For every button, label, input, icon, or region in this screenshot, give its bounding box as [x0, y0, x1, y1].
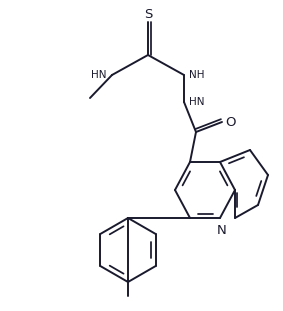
Text: O: O: [226, 115, 236, 128]
Text: HN: HN: [189, 97, 205, 107]
Text: S: S: [144, 7, 152, 21]
Text: NH: NH: [189, 70, 205, 80]
Text: HN: HN: [91, 70, 107, 80]
Text: N: N: [217, 224, 227, 236]
